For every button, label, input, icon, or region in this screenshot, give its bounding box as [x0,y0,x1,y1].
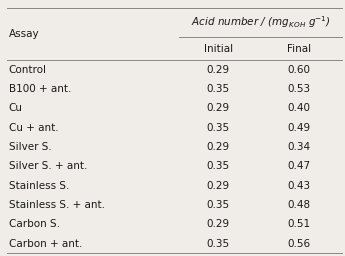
Text: 0.56: 0.56 [288,239,311,249]
Text: Stainless S.: Stainless S. [9,181,69,191]
Text: 0.40: 0.40 [288,103,311,113]
Text: Silver S.: Silver S. [9,142,51,152]
Text: B100 + ant.: B100 + ant. [9,84,71,94]
Text: Cu + ant.: Cu + ant. [9,123,58,133]
Text: 0.29: 0.29 [207,181,230,191]
Text: 0.29: 0.29 [207,219,230,229]
Text: 0.35: 0.35 [207,84,230,94]
Text: 0.34: 0.34 [288,142,311,152]
Text: 0.29: 0.29 [207,103,230,113]
Text: 0.35: 0.35 [207,200,230,210]
Text: Final: Final [287,44,311,54]
Text: 0.53: 0.53 [288,84,311,94]
Text: 0.60: 0.60 [288,65,311,75]
Text: Initial: Initial [204,44,233,54]
Text: 0.49: 0.49 [288,123,311,133]
Text: 0.35: 0.35 [207,123,230,133]
Text: 0.29: 0.29 [207,142,230,152]
Text: 0.47: 0.47 [288,162,311,172]
Text: 0.43: 0.43 [288,181,311,191]
Text: 0.29: 0.29 [207,65,230,75]
Text: Stainless S. + ant.: Stainless S. + ant. [9,200,105,210]
Text: 0.35: 0.35 [207,239,230,249]
Text: Cu: Cu [9,103,23,113]
Text: Silver S. + ant.: Silver S. + ant. [9,162,87,172]
Text: 0.35: 0.35 [207,162,230,172]
Text: Carbon S.: Carbon S. [9,219,60,229]
Text: Acid number / (mg$_{\mathregular{KOH}}$ g$^{-1}$): Acid number / (mg$_{\mathregular{KOH}}$ … [190,15,331,30]
Text: Assay: Assay [9,29,39,39]
Text: 0.51: 0.51 [288,219,311,229]
Text: Carbon + ant.: Carbon + ant. [9,239,82,249]
Text: 0.48: 0.48 [288,200,311,210]
Text: Control: Control [9,65,47,75]
